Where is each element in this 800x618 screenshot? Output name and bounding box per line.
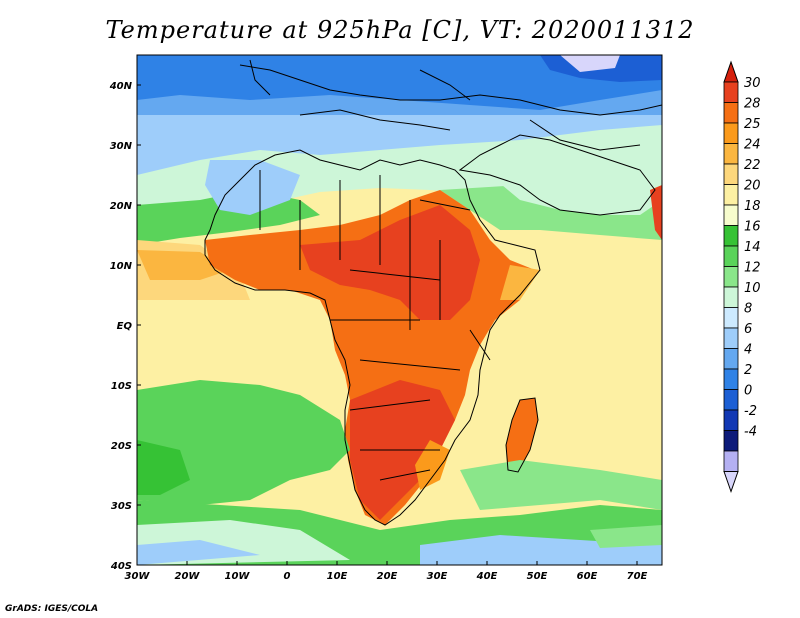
colorbar-swatch [723, 102, 739, 124]
lat-tick-label: 10N [110, 261, 133, 272]
colorbar-label: 4 [744, 343, 752, 358]
colorbar-label: -4 [744, 425, 757, 440]
lon-tick-label: 10W [225, 571, 251, 582]
lat-tick-label: EQ [117, 321, 133, 332]
colorbar-label: 16 [744, 220, 761, 235]
colorbar-label: 12 [744, 261, 761, 276]
colorbar-label: 18 [744, 199, 761, 214]
colorbar-swatch [723, 368, 739, 390]
lon-tick-label: 40E [476, 571, 498, 582]
colorbar-label: 0 [744, 384, 752, 399]
lon-tick-label: 10E [327, 571, 348, 582]
colorbar-label: 20 [744, 179, 761, 194]
colorbar-label: 24 [744, 138, 761, 153]
lat-tick-label: 30N [110, 141, 133, 152]
colorbar-label: -2 [744, 404, 757, 419]
lat-tick-label: 20S [111, 441, 132, 452]
colorbar-swatch [723, 184, 739, 206]
lat-tick-label: 10S [111, 381, 132, 392]
colorbar-swatch [723, 389, 739, 411]
lat-tick-label: 40S [110, 561, 132, 572]
colorbar-under-triangle [723, 471, 739, 494]
map-title: Temperature at 925hPa [C], VT: 202001131… [105, 16, 695, 44]
lon-tick-label: 60E [577, 571, 598, 582]
credit-label: GrADS: IGES/COLA [5, 604, 99, 614]
colorbar-swatch [723, 348, 739, 370]
colorbar-swatch [723, 122, 739, 144]
lon-tick-label: 30W [125, 571, 151, 582]
lat-tick-label: 20N [110, 201, 133, 212]
colorbar-label: 22 [744, 158, 761, 173]
colorbar-swatch [723, 327, 739, 349]
colorbar-label: 30 [744, 76, 761, 91]
colorbar-swatch [723, 307, 739, 329]
coastlines [204, 59, 662, 526]
colorbar-swatch [723, 430, 739, 452]
colorbar-swatch [723, 409, 739, 431]
longitude-axis: 30W 20W 10W 0 10E 20E 30E 40E 50E 60E 70E [125, 561, 648, 582]
colorbar-swatch [723, 225, 739, 247]
colorbar-swatch [723, 81, 739, 103]
colorbar-label: 28 [744, 97, 761, 112]
lat-tick-label: 40N [109, 81, 133, 92]
lon-tick-label: 70E [627, 571, 648, 582]
plot-frame [136, 54, 663, 566]
lon-tick-label: 0 [284, 571, 291, 582]
colorbar-over-triangle [723, 60, 739, 83]
colorbar-label: 10 [744, 281, 761, 296]
colorbar-swatch [723, 163, 739, 185]
colorbar-label: 6 [744, 322, 752, 337]
colorbar-label: 8 [744, 302, 752, 317]
colorbar-label: 2 [744, 363, 752, 378]
colorbar-swatch [723, 266, 739, 288]
latitude-axis: 40N 30N 20N 10N EQ 10S 20S 30S 40S [109, 81, 141, 572]
colorbar-label: 25 [744, 117, 761, 132]
colorbar-swatch [723, 204, 739, 226]
temperature-field [137, 55, 662, 565]
colorbar-swatch [723, 245, 739, 267]
colorbar-swatch [723, 450, 739, 472]
lon-tick-label: 30E [427, 571, 448, 582]
lon-tick-label: 50E [527, 571, 548, 582]
lat-tick-label: 30S [111, 501, 132, 512]
lon-tick-label: 20W [175, 571, 201, 582]
lon-tick-label: 20E [377, 571, 398, 582]
colorbar-swatch [723, 143, 739, 165]
colorbar-swatch [723, 286, 739, 308]
colorbar-label: 14 [744, 240, 761, 255]
